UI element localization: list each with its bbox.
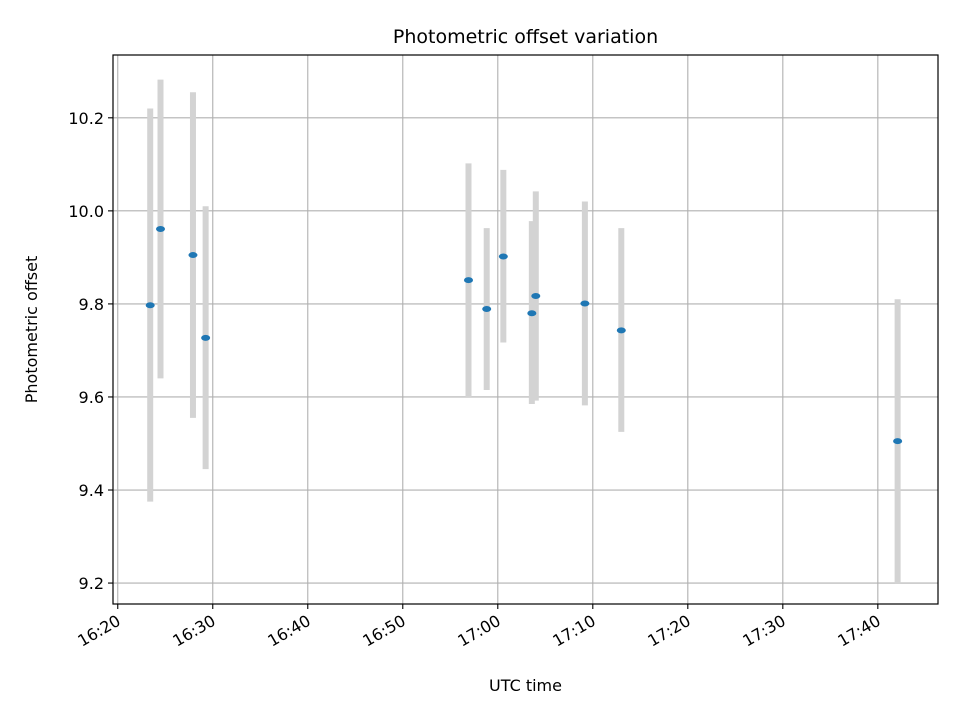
data-point [531,293,541,300]
y-tick-label: 9.8 [79,295,104,314]
y-tick-label: 10.0 [68,202,104,221]
data-point [527,310,537,317]
data-point [498,253,508,260]
data-point [463,277,473,284]
plot-frame [112,54,939,605]
y-tick-label: 9.6 [79,388,104,407]
y-tick-label: 10.2 [68,109,104,128]
y-axis-ticks: 9.2 9.4 9.6 9.8 10.0 10.2 [68,109,113,593]
chart-title: Photometric offset variation [393,26,658,48]
y-tick-label: 9.2 [79,574,104,593]
data-point [201,334,211,341]
data-points [145,226,903,445]
data-point [893,438,903,445]
y-tick-label: 9.4 [79,481,104,500]
data-point [188,252,198,259]
data-point [580,300,590,307]
x-axis-title: UTC time [489,676,562,695]
y-axis-title: Photometric offset [22,256,41,404]
data-point [156,226,166,233]
data-point [616,327,626,334]
grid-lines [113,55,938,604]
data-point [482,306,492,313]
data-point [145,302,155,309]
